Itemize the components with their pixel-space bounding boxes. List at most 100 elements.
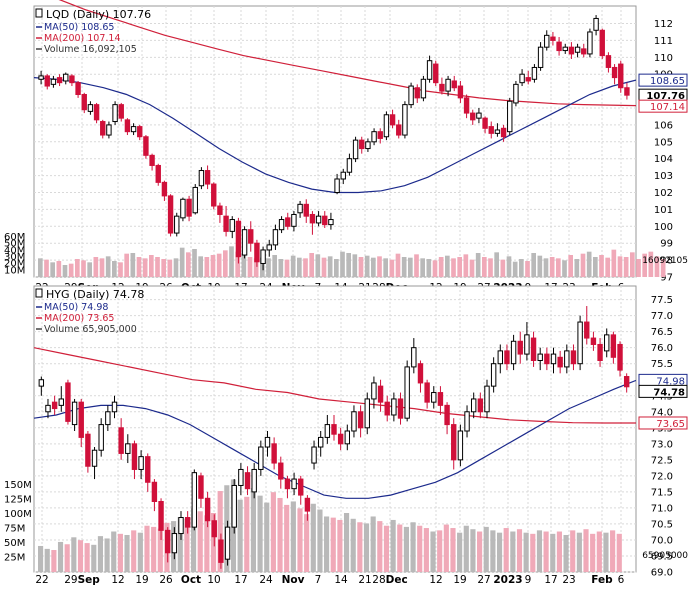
candle-body (124, 119, 131, 133)
volume-bar (310, 503, 316, 572)
y-tick-label: 70.5 (651, 519, 673, 530)
candle-body (504, 350, 510, 365)
volume-bar (167, 259, 173, 277)
candle-body (231, 484, 237, 528)
volume-bar (371, 257, 376, 277)
volume-bar (469, 259, 475, 277)
x-tick-label: 17 (544, 574, 557, 586)
volume-bar (450, 528, 456, 572)
candle-body (451, 80, 457, 89)
candle-body (357, 411, 364, 429)
candle-body (397, 398, 404, 419)
candle-body (352, 139, 359, 160)
volume-bar (599, 255, 604, 277)
candle-body (605, 55, 612, 68)
volume-tick-label: 30M (4, 252, 25, 263)
volume-bar (75, 259, 80, 277)
x-tick-label: 2023 (493, 574, 522, 586)
candle-body (346, 158, 353, 173)
volume-bar (284, 259, 290, 277)
candle-body (248, 229, 254, 244)
volume-bar (327, 256, 333, 277)
volume-bar (304, 514, 310, 572)
candle-body (111, 401, 118, 413)
candle-body (311, 446, 317, 464)
candle-body (241, 229, 248, 256)
volume-bar (56, 261, 62, 277)
candle-body (217, 205, 223, 215)
volume-bar (350, 518, 356, 572)
volume-bar (623, 257, 629, 277)
volume-bar (38, 258, 43, 277)
candle-body (58, 398, 64, 406)
candle-body (180, 198, 186, 219)
candle-body (65, 382, 71, 422)
candle-body (251, 468, 257, 493)
candle-body (433, 63, 439, 84)
candle-body (106, 124, 112, 136)
candle-body (71, 401, 78, 426)
chart-panel-lqd: 9798991001011021031041051061071091101111… (4, 0, 688, 294)
volume-bar (38, 545, 44, 572)
x-tick-label: 6 (618, 574, 625, 586)
volume-bar (179, 247, 185, 277)
volume-bar (244, 496, 250, 572)
volume-bar (397, 524, 403, 572)
volume-bar (324, 516, 330, 572)
candle-body (291, 478, 297, 490)
volume-bar (438, 257, 444, 277)
volume-bar (105, 256, 111, 277)
volume-bar (370, 516, 376, 572)
volume-bar (383, 525, 390, 572)
candle-body (260, 249, 266, 264)
candle-body (186, 198, 192, 217)
candle-legend-icon (35, 288, 43, 298)
volume-bar (470, 529, 476, 572)
candle-body (371, 131, 377, 143)
candle-body (359, 139, 365, 150)
candle-body (404, 366, 410, 419)
candle-body (557, 356, 563, 368)
volume-bar (131, 530, 137, 572)
volume-bar (184, 518, 190, 572)
y-tick-label: 75.5 (651, 359, 673, 370)
candle-body (184, 517, 191, 528)
x-tick-label: 22 (35, 574, 48, 586)
volume-bar (583, 529, 589, 572)
candle-body (510, 340, 517, 365)
volume-bar (395, 253, 401, 277)
candle-body (611, 66, 618, 79)
price-label-box (638, 416, 688, 430)
chart-panel-hyg: 69.069.570.070.571.071.572.072.573.073.5… (4, 285, 688, 586)
volume-bar (290, 501, 296, 572)
y-tick-label: 102 (654, 188, 673, 199)
volume-bar (278, 259, 284, 277)
candle-body (351, 411, 357, 432)
volume-bar (401, 257, 407, 277)
volume-bar (414, 254, 419, 277)
candle-body (254, 242, 260, 263)
candle-body (284, 478, 291, 490)
volume-bar (112, 261, 117, 277)
volume-bar (223, 250, 228, 277)
volume-bar (549, 257, 555, 277)
volume-bar (264, 502, 270, 572)
candle-body (174, 215, 180, 234)
candle-body (75, 82, 81, 95)
volume-bar (617, 256, 623, 277)
candle-body (389, 114, 396, 126)
volume-bar (475, 253, 481, 277)
candle-body (484, 385, 490, 413)
legend-entry: MA(50) 74.98 (44, 302, 108, 313)
candle-body (593, 17, 599, 31)
volume-bar (616, 533, 622, 572)
volume-bar (357, 522, 363, 572)
price-label: 108.65 (650, 76, 685, 87)
volume-bar (253, 258, 259, 277)
volume-bar (157, 528, 163, 572)
x-tick-label: 7 (315, 574, 322, 586)
y-tick-label: 97 (660, 273, 673, 284)
candle-body (304, 497, 311, 512)
y-tick-label: 110 (654, 53, 673, 64)
volume-bar (660, 259, 666, 277)
